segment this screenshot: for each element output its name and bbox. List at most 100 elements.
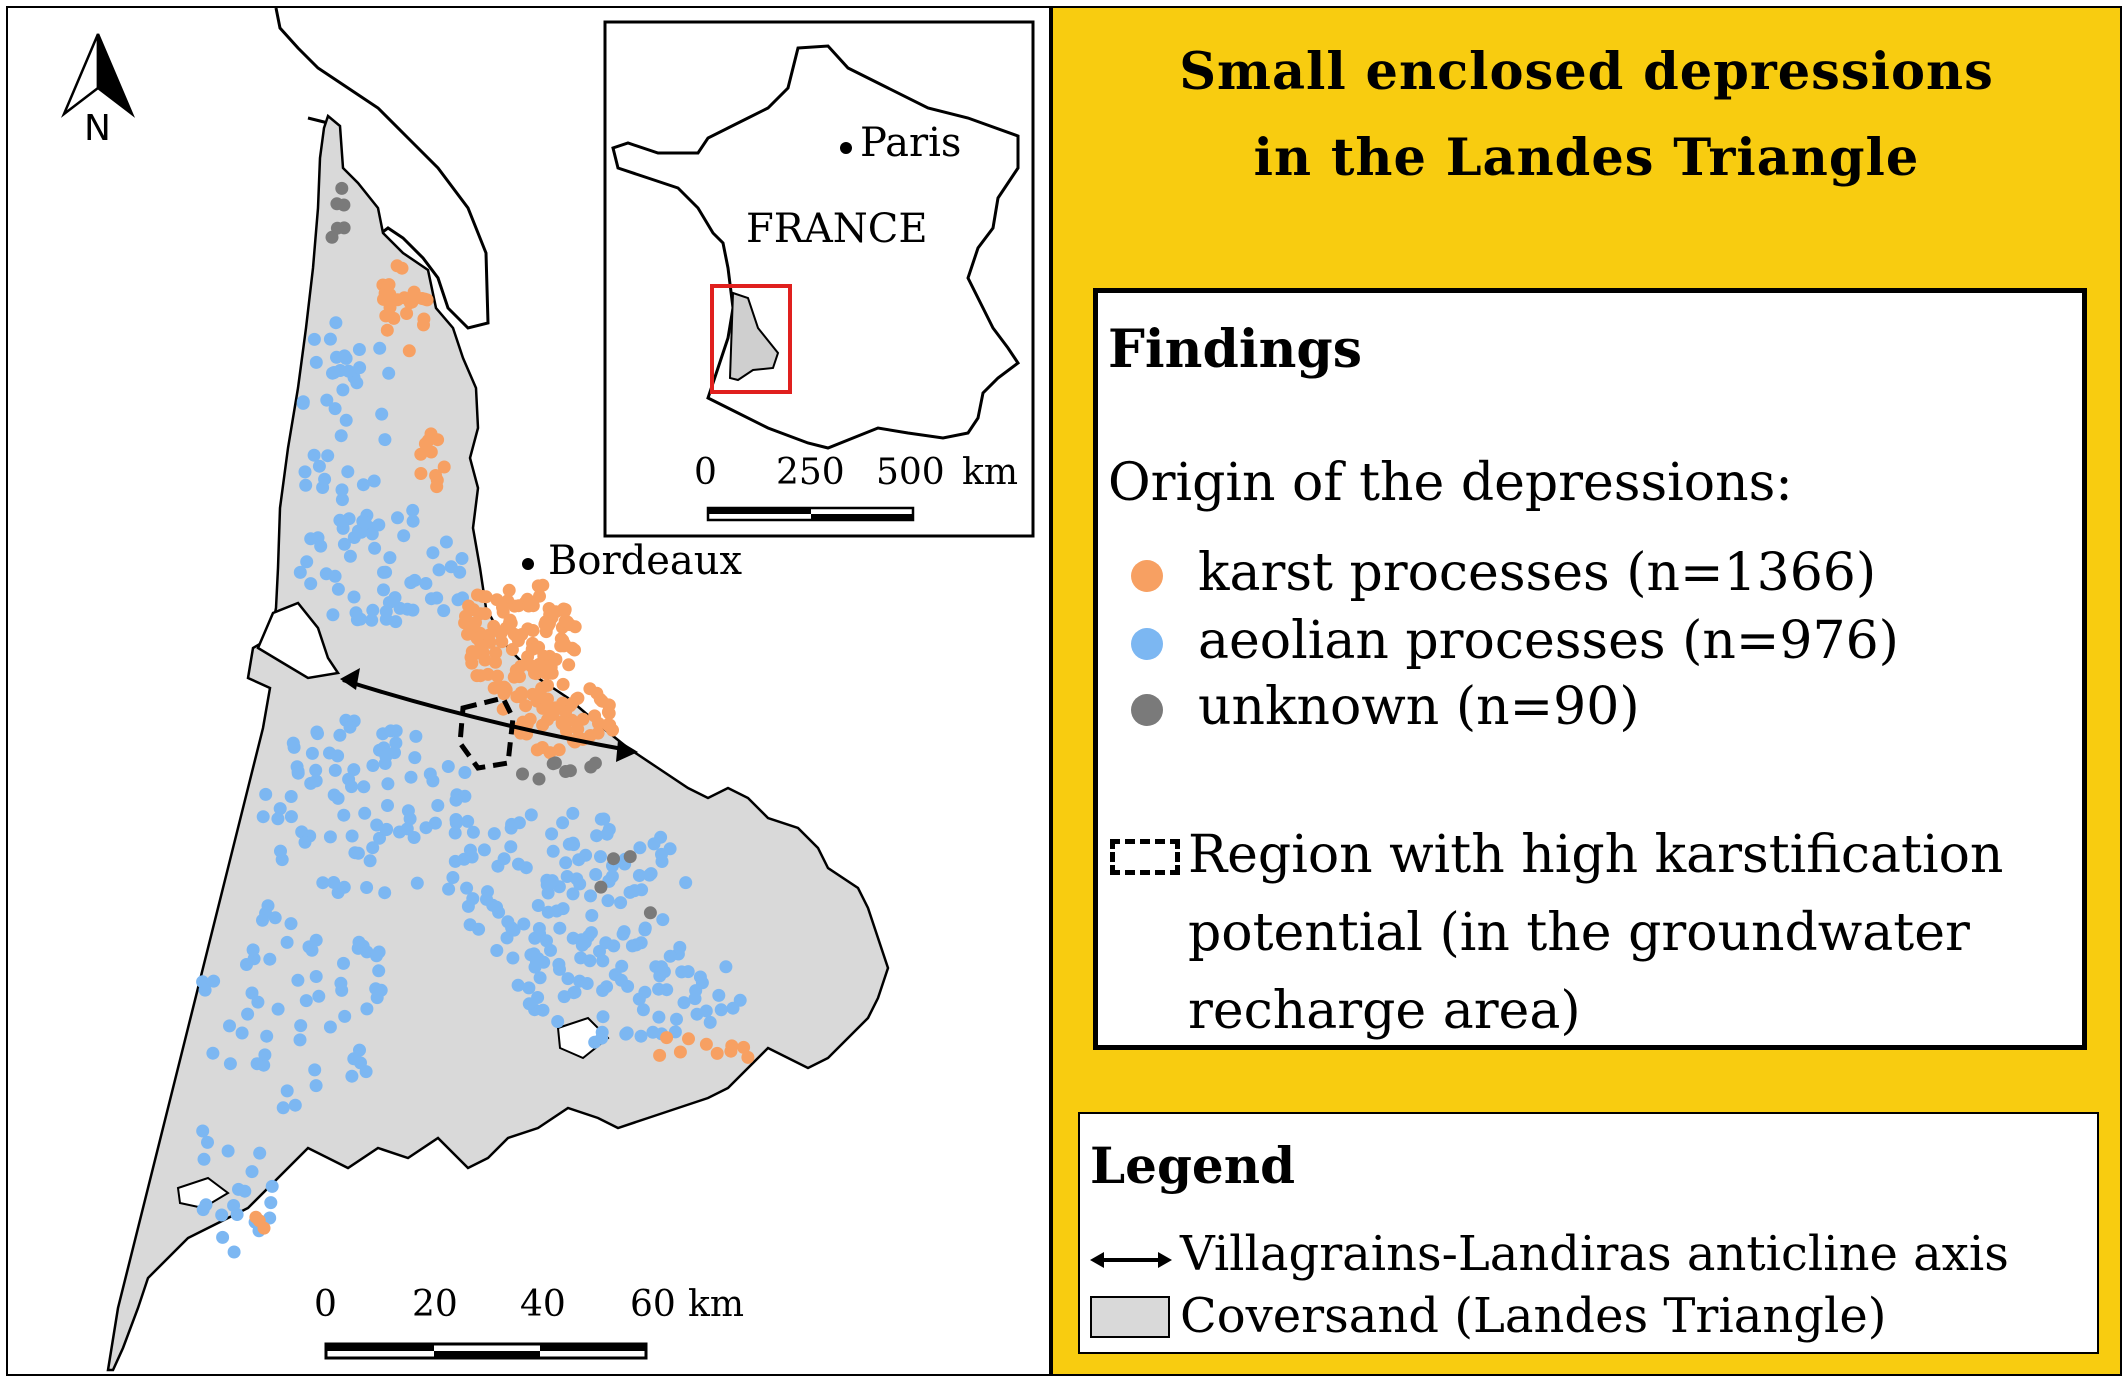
aeolian-point [309,933,323,947]
unknown-point [588,756,602,770]
aeolian-point [448,826,462,840]
aeolian-point [632,869,646,882]
coversand-area [106,113,890,1372]
karst-point [539,667,553,680]
aeolian-point [372,964,386,978]
aeolian-point [197,1152,211,1166]
karst-point [481,667,495,681]
aeolian-point [652,982,666,996]
aeolian-point [227,1199,241,1212]
aeolian-point [566,806,580,820]
karst-point [519,699,533,713]
aeolian-point [366,603,380,617]
aeolian-point [663,842,677,856]
karst-point [424,445,438,459]
aeolian-point [241,1007,255,1021]
karst-point [402,344,416,358]
aeolian-point [410,876,424,890]
aeolian-point [461,899,475,913]
aeolian-point [280,1084,294,1098]
aeolian-point [607,939,621,953]
karst-point [558,604,572,618]
aeolian-point [688,992,702,1006]
karst-point [562,658,576,672]
aeolian-point [536,1003,550,1017]
karst-point [547,606,561,620]
karst-point [559,705,573,719]
karst-point [583,682,597,696]
aeolian-point [271,1002,285,1016]
karst-point [390,259,404,273]
aeolian-point [312,459,326,473]
aeolian-point [288,1098,302,1112]
aeolian-point [463,918,477,932]
aeolian-point [601,894,615,908]
aeolian-point [378,886,392,900]
aeolian-point [366,841,380,855]
aeolian-point [544,943,557,957]
aeolian-point [480,892,493,906]
karst-point [471,588,484,602]
aeolian-point [614,973,628,987]
karst-point [478,653,492,667]
karst-point [737,1040,751,1054]
aeolian-point [232,1182,245,1196]
karst-point [400,307,414,320]
bordeaux-label: Bordeaux [548,538,743,584]
unknown-point [643,906,657,920]
aeolian-point [559,856,573,870]
aeolian-point [437,604,451,618]
aeolian-point [356,478,370,492]
aeolian-point [419,577,433,590]
karst-point [533,589,546,603]
aeolian-point [374,983,388,997]
aeolian-point [312,989,326,1003]
aeolian-point [446,871,460,884]
karst-point [558,614,572,628]
unknown-point [607,852,620,866]
aeolian-point [451,593,465,607]
aeolian-point [449,816,463,830]
aeolian-point [505,921,519,935]
aeolian-point [299,994,313,1008]
aeolian-point [531,952,545,965]
aeolian-point [628,884,641,898]
aeolian-point [331,582,345,596]
karst-point [576,712,590,726]
inset-scale-tick-250: 250 [776,452,845,493]
aeolian-point [589,868,603,881]
legend-coversand-label: Coversand (Landes Triangle) [1180,1288,1887,1344]
aeolian-point [504,840,518,854]
aeolian-point [350,376,364,390]
estuary [256,601,341,680]
aeolian-point [259,787,273,801]
aeolian-point [276,1101,290,1115]
aeolian-point [560,870,574,883]
aeolian-point [309,1079,323,1093]
aeolian-point [632,992,646,1006]
aeolian-point [406,514,420,528]
aeolian-point [522,981,536,995]
aeolian-point [201,1135,214,1149]
aeolian-point [345,829,359,843]
aeolian-point [273,802,287,816]
aeolian-point [614,896,628,910]
aeolian-point [391,511,404,525]
aeolian-point [341,465,355,479]
karst-point [515,628,529,641]
aeolian-point [634,1029,648,1043]
karst-point [682,1032,695,1046]
scale-tick-40: 40 [520,1284,566,1325]
aeolian-point [393,601,407,615]
karst-point [380,323,394,337]
aeolian-point [490,900,503,914]
karst-point [462,599,476,613]
anticline-axis [342,678,629,752]
aeolian-dot-icon [1131,628,1163,660]
karst-point [556,677,570,691]
aeolian-point [305,943,319,957]
aeolian-point [334,429,348,443]
karst-point [431,433,445,447]
aeolian-point [625,939,639,953]
karst-label: karst processes (n=1366) [1198,543,1877,603]
